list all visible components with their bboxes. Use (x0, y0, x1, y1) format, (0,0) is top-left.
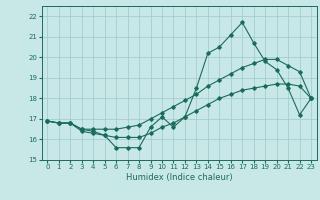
X-axis label: Humidex (Indice chaleur): Humidex (Indice chaleur) (126, 173, 233, 182)
